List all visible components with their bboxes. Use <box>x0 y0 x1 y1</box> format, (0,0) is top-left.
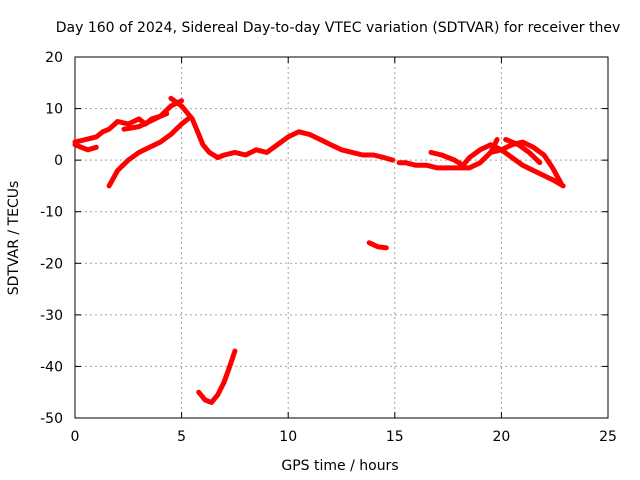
series-line-sat-h <box>488 147 566 189</box>
grid <box>75 57 608 418</box>
y-tick-label: -20 <box>40 256 63 272</box>
y-tick-label: 10 <box>45 102 63 118</box>
ticks: 0 5 10 15 20 25 -50 -40 -30 -20 -10 0 10 20 <box>40 50 617 445</box>
series-line-sat-i <box>503 137 543 166</box>
x-tick-label: 20 <box>492 429 510 445</box>
series-group <box>72 95 566 405</box>
x-tick-label: 5 <box>177 429 186 445</box>
y-axis-label: SDTVAR / TECUs <box>6 181 22 296</box>
x-axis-label: GPS time / hours <box>281 458 398 474</box>
y-tick-label: -10 <box>40 205 63 221</box>
series-line-sat-c <box>106 116 191 189</box>
plot-frame <box>74 56 609 419</box>
series-line-sat-k <box>196 348 238 405</box>
y-tick-label: 0 <box>54 153 63 169</box>
x-tick-label: 25 <box>599 429 617 445</box>
x-tick-label: 10 <box>279 429 297 445</box>
x-tick-label: 0 <box>71 429 80 445</box>
chart-title: Day 160 of 2024, Sidereal Day-to-day VTE… <box>56 20 620 36</box>
y-tick-label: -30 <box>40 308 63 324</box>
series-line-sat-d <box>121 98 185 132</box>
y-tick-label: 20 <box>45 50 63 66</box>
series-line-sat-f <box>396 137 500 171</box>
y-tick-label: -50 <box>40 411 63 427</box>
series-line-sat-b <box>72 142 99 153</box>
x-tick-label: 15 <box>386 429 404 445</box>
series-line-sat-j <box>366 240 389 251</box>
series-line-sat-e <box>168 95 396 163</box>
series-line-sat-g <box>428 139 564 186</box>
y-tick-label: -40 <box>40 359 63 375</box>
